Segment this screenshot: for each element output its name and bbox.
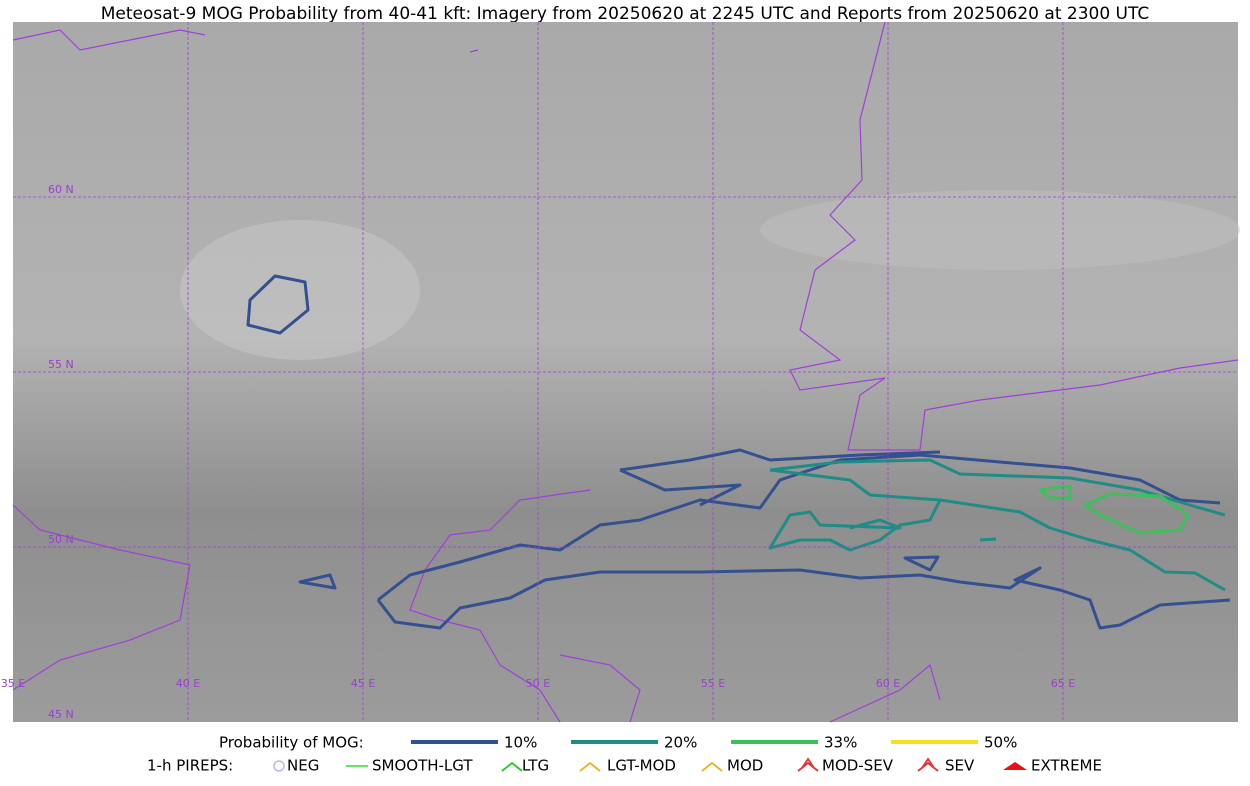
map: 60 N 55 N 50 N 45 N 35 E 40 E 45 E 50 E 55 E 60 E…	[1, 21, 1240, 723]
legend-symbol	[273, 760, 285, 772]
legend-label: LGT-MOD	[607, 757, 676, 775]
legend-symbol	[701, 761, 723, 772]
mog-legend-title: Probability of MOG:	[219, 734, 364, 752]
legend-label: MOD	[727, 757, 763, 775]
latitude-label: 60 N	[48, 183, 74, 196]
coastlines	[12, 21, 1239, 723]
longitude-label: 60 E	[876, 677, 900, 690]
grid: 60 N 55 N 50 N 45 N 35 E 40 E 45 E 50 E 55 E 60 E…	[1, 22, 1238, 722]
latitude-label: 50 N	[48, 533, 74, 546]
legend-symbol	[579, 761, 601, 772]
legend-label: MOD-SEV	[822, 757, 894, 775]
legend-symbol	[917, 757, 939, 772]
legend-label: NEG	[287, 757, 319, 775]
legend-label: SEV	[945, 757, 975, 775]
mog-contours	[246, 274, 1231, 630]
pirep-legend-title: 1-h PIREPS:	[147, 757, 233, 775]
legend: Probability of MOG: 10% 20% 33% 50% 1-h PIREP…	[147, 734, 1102, 775]
legend-label: 33%	[824, 734, 857, 752]
longitude-label: 50 E	[526, 677, 550, 690]
latitude-label: 45 N	[48, 708, 74, 721]
legend-label: 10%	[504, 734, 537, 752]
legend-symbol	[1003, 762, 1027, 770]
legend-symbol	[501, 761, 523, 772]
longitude-label: 65 E	[1051, 677, 1075, 690]
legend-label: 20%	[664, 734, 697, 752]
longitude-label: 35 E	[1, 677, 25, 690]
longitude-label: 45 E	[351, 677, 375, 690]
cloud	[180, 220, 420, 360]
title: Meteosat-9 MOG Probability from 40-41 kf…	[101, 4, 1150, 24]
cloud	[760, 190, 1240, 270]
latitude-label: 55 N	[48, 358, 74, 371]
legend-label: LTG	[522, 757, 549, 775]
legend-label: 50%	[984, 734, 1017, 752]
legend-label: EXTREME	[1031, 757, 1102, 775]
legend-symbol	[797, 757, 819, 772]
longitude-label: 40 E	[176, 677, 200, 690]
legend-label: SMOOTH-LGT	[372, 757, 473, 775]
longitude-label: 55 E	[701, 677, 725, 690]
